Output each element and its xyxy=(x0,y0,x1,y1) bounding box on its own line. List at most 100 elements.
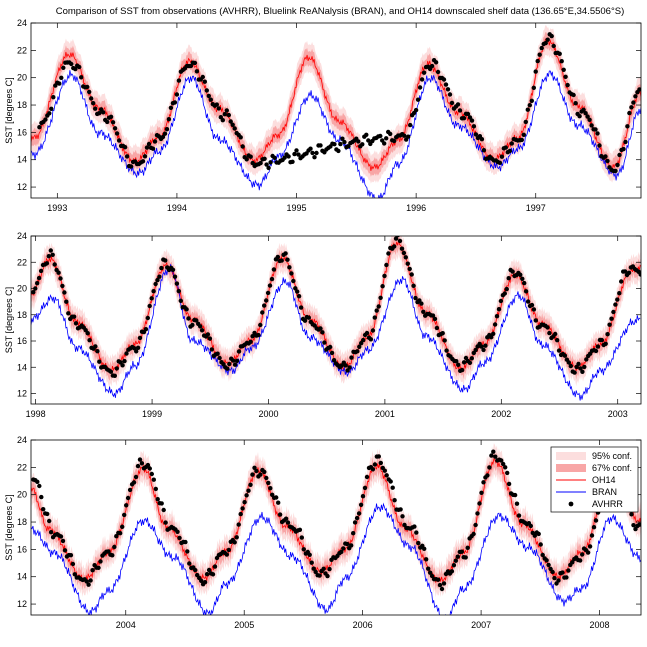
y-tick-label: 18 xyxy=(17,517,27,527)
avhrr-point xyxy=(149,471,154,477)
avhrr-point xyxy=(546,562,551,568)
avhrr-point xyxy=(516,513,522,518)
avhrr-point xyxy=(374,308,379,313)
avhrr-point xyxy=(591,525,597,530)
avhrr-point xyxy=(422,546,427,551)
avhrr-point xyxy=(408,122,413,128)
avhrr-point xyxy=(317,573,322,578)
avhrr-point xyxy=(392,498,397,503)
avhrr-point xyxy=(202,79,207,84)
avhrr-point xyxy=(341,546,346,551)
avhrr-point xyxy=(502,291,507,296)
avhrr-point xyxy=(329,350,335,356)
avhrr-point xyxy=(479,344,484,349)
x-tick-label: 2005 xyxy=(234,620,254,630)
avhrr-point xyxy=(268,486,273,491)
avhrr-point xyxy=(539,45,544,51)
avhrr-point xyxy=(327,566,332,572)
avhrr-point xyxy=(160,134,166,140)
avhrr-point xyxy=(157,274,162,279)
avhrr-point xyxy=(268,160,273,165)
legend-label: AVHRR xyxy=(592,499,623,509)
avhrr-point xyxy=(376,454,381,459)
avhrr-point xyxy=(122,512,127,518)
avhrr-point xyxy=(264,162,269,167)
avhrr-point xyxy=(199,328,205,333)
avhrr-point xyxy=(89,96,94,101)
x-tick-label: 2006 xyxy=(353,620,373,630)
avhrr-point xyxy=(256,332,261,338)
avhrr-point xyxy=(364,474,370,480)
avhrr-point xyxy=(264,298,269,303)
avhrr-point xyxy=(204,572,210,577)
avhrr-point xyxy=(479,137,485,142)
avhrr-point xyxy=(248,339,253,344)
x-tick-label: 1993 xyxy=(47,203,67,213)
avhrr-point xyxy=(489,453,494,458)
avhrr-point xyxy=(274,495,279,500)
plot-area-bottom xyxy=(31,443,641,615)
avhrr-point xyxy=(262,303,267,308)
avhrr-point xyxy=(402,133,407,138)
avhrr-point xyxy=(188,63,194,69)
avhrr-point xyxy=(477,501,482,506)
avhrr-point xyxy=(275,254,280,260)
avhrr-point xyxy=(291,278,296,284)
avhrr-point xyxy=(37,483,42,489)
avhrr-point xyxy=(298,305,304,310)
avhrr-point xyxy=(45,511,50,517)
avhrr-point xyxy=(73,321,79,326)
avhrr-point xyxy=(583,111,588,116)
avhrr-point xyxy=(433,60,439,65)
avhrr-point xyxy=(465,545,470,550)
y-tick-label: 16 xyxy=(17,127,27,137)
avhrr-point xyxy=(360,142,365,147)
avhrr-point xyxy=(416,540,421,546)
y-tick-label: 24 xyxy=(17,231,27,241)
avhrr-point xyxy=(282,155,287,160)
avhrr-point xyxy=(428,570,433,575)
avhrr-point xyxy=(313,569,318,575)
avhrr-point xyxy=(415,97,421,102)
avhrr-point xyxy=(551,43,556,49)
avhrr-point xyxy=(226,547,231,553)
avhrr-point xyxy=(443,82,449,87)
avhrr-point xyxy=(469,118,475,123)
avhrr-point xyxy=(441,581,447,586)
avhrr-point xyxy=(611,309,616,315)
avhrr-point xyxy=(262,156,267,161)
avhrr-point xyxy=(473,132,479,137)
avhrr-point xyxy=(637,522,641,527)
avhrr-point xyxy=(471,531,476,537)
avhrr-point xyxy=(629,105,634,110)
avhrr-point xyxy=(96,565,101,570)
avhrr-point xyxy=(238,511,243,517)
avhrr-point xyxy=(631,100,636,105)
avhrr-point xyxy=(366,138,371,143)
avhrr-point xyxy=(338,141,343,147)
avhrr-point xyxy=(578,558,583,563)
avhrr-point xyxy=(506,481,512,487)
avhrr-point xyxy=(589,533,595,538)
avhrr-point xyxy=(343,363,348,368)
avhrr-point xyxy=(496,307,502,312)
avhrr-point xyxy=(204,88,209,93)
avhrr-point xyxy=(308,146,313,151)
avhrr-point xyxy=(469,356,474,361)
avhrr-point xyxy=(566,360,571,365)
avhrr-point xyxy=(493,454,498,459)
avhrr-point xyxy=(184,307,189,312)
avhrr-point xyxy=(447,92,453,97)
y-tick-label: 12 xyxy=(17,389,27,399)
avhrr-point xyxy=(207,336,213,341)
avhrr-point xyxy=(124,503,129,508)
avhrr-point xyxy=(162,131,168,136)
avhrr-point xyxy=(153,281,158,287)
avhrr-point xyxy=(413,295,418,301)
avhrr-point xyxy=(266,165,271,171)
avhrr-point xyxy=(384,262,389,268)
avhrr-point xyxy=(444,348,449,353)
legend-item-ci95: 95% conf. xyxy=(556,451,632,461)
avhrr-point xyxy=(163,520,168,525)
panels: 12 14 16 18 20 22 24 1993 1994 1995 1996 1997 SST [d… xyxy=(4,18,642,630)
